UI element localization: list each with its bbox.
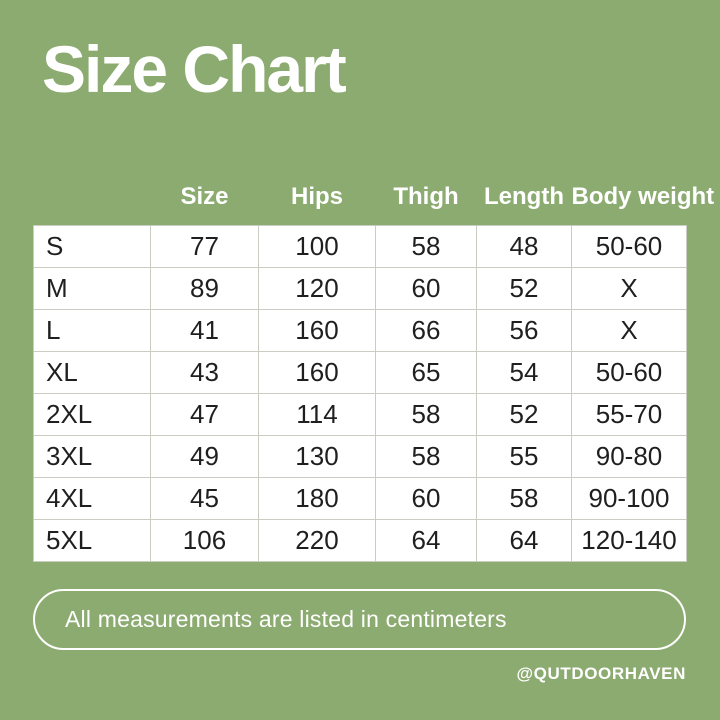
header-row: Size Hips Thigh Length Body weight: [34, 160, 715, 226]
cell-value: 89: [150, 267, 259, 310]
cell-value: 58: [476, 477, 572, 520]
cell-value: 60: [375, 477, 477, 520]
cell-value: 180: [258, 477, 376, 520]
cell-value: 55-70: [571, 393, 687, 436]
cell-value: 106: [150, 519, 259, 562]
size-table: Size Hips Thigh Length Body weight S 77 100 58 4…: [33, 160, 715, 562]
cell-value: X: [571, 309, 687, 352]
size-label: M: [33, 267, 151, 310]
cell-value: 43: [150, 351, 259, 394]
cell-value: 120: [258, 267, 376, 310]
size-label: L: [33, 309, 151, 352]
cell-value: 58: [375, 393, 477, 436]
cell-value: 54: [476, 351, 572, 394]
size-label: 2XL: [33, 393, 151, 436]
size-label: 4XL: [33, 477, 151, 520]
cell-value: X: [571, 267, 687, 310]
cell-value: 90-80: [571, 435, 687, 478]
column-header-hips: Hips: [290, 183, 343, 210]
cell-value: 66: [375, 309, 477, 352]
cell-value: 41: [150, 309, 259, 352]
cell-value: 50-60: [571, 225, 687, 268]
cell-value: 64: [476, 519, 572, 562]
cell-value: 220: [258, 519, 376, 562]
size-table-header: Size Hips Thigh Length Body weight: [34, 160, 715, 226]
cell-value: 120-140: [571, 519, 687, 562]
table-row: S 77 100 58 48 50-60: [33, 225, 687, 268]
cell-value: 56: [476, 309, 572, 352]
measurements-note: All measurements are listed in centimete…: [65, 606, 507, 632]
size-table-body: S 77 100 58 48 50-60 M 89 120 60 52 X L 41 160 66 56 X XL 4…: [33, 225, 687, 562]
table-row: 3XL 49 130 58 55 90-80: [33, 435, 687, 478]
cell-value: 160: [258, 309, 376, 352]
table-row: M 89 120 60 52 X: [33, 267, 687, 310]
cell-value: 49: [150, 435, 259, 478]
cell-value: 47: [150, 393, 259, 436]
cell-value: 77: [150, 225, 259, 268]
cell-value: 64: [375, 519, 477, 562]
cell-value: 52: [476, 267, 572, 310]
size-label: 5XL: [33, 519, 151, 562]
cell-value: 114: [258, 393, 376, 436]
size-label: XL: [33, 351, 151, 394]
size-label: 3XL: [33, 435, 151, 478]
cell-value: 130: [258, 435, 376, 478]
size-table-corner: [34, 160, 151, 226]
column-header-body-weight: Body weight: [571, 183, 715, 210]
table-row: XL 43 160 65 54 50-60: [33, 351, 687, 394]
column-header-size: Size: [180, 183, 229, 210]
measurements-note-pill: All measurements are listed in centimete…: [33, 589, 686, 650]
page-title: Size Chart: [42, 32, 347, 106]
table-row: 2XL 47 114 58 52 55-70: [33, 393, 687, 436]
cell-value: 90-100: [571, 477, 687, 520]
cell-value: 58: [375, 225, 477, 268]
column-header-thigh: Thigh: [393, 183, 459, 210]
size-label: S: [33, 225, 151, 268]
cell-value: 52: [476, 393, 572, 436]
cell-value: 58: [375, 435, 477, 478]
cell-value: 60: [375, 267, 477, 310]
table-row: 4XL 45 180 60 58 90-100: [33, 477, 687, 520]
cell-value: 55: [476, 435, 572, 478]
table-row: L 41 160 66 56 X: [33, 309, 687, 352]
cell-value: 100: [258, 225, 376, 268]
cell-value: 65: [375, 351, 477, 394]
cell-value: 50-60: [571, 351, 687, 394]
social-handle: @QUTDOORHAVEN: [516, 664, 686, 683]
cell-value: 160: [258, 351, 376, 394]
cell-value: 45: [150, 477, 259, 520]
table-row: 5XL 106 220 64 64 120-140: [33, 519, 687, 562]
cell-value: 48: [476, 225, 572, 268]
column-header-length: Length: [484, 183, 564, 210]
